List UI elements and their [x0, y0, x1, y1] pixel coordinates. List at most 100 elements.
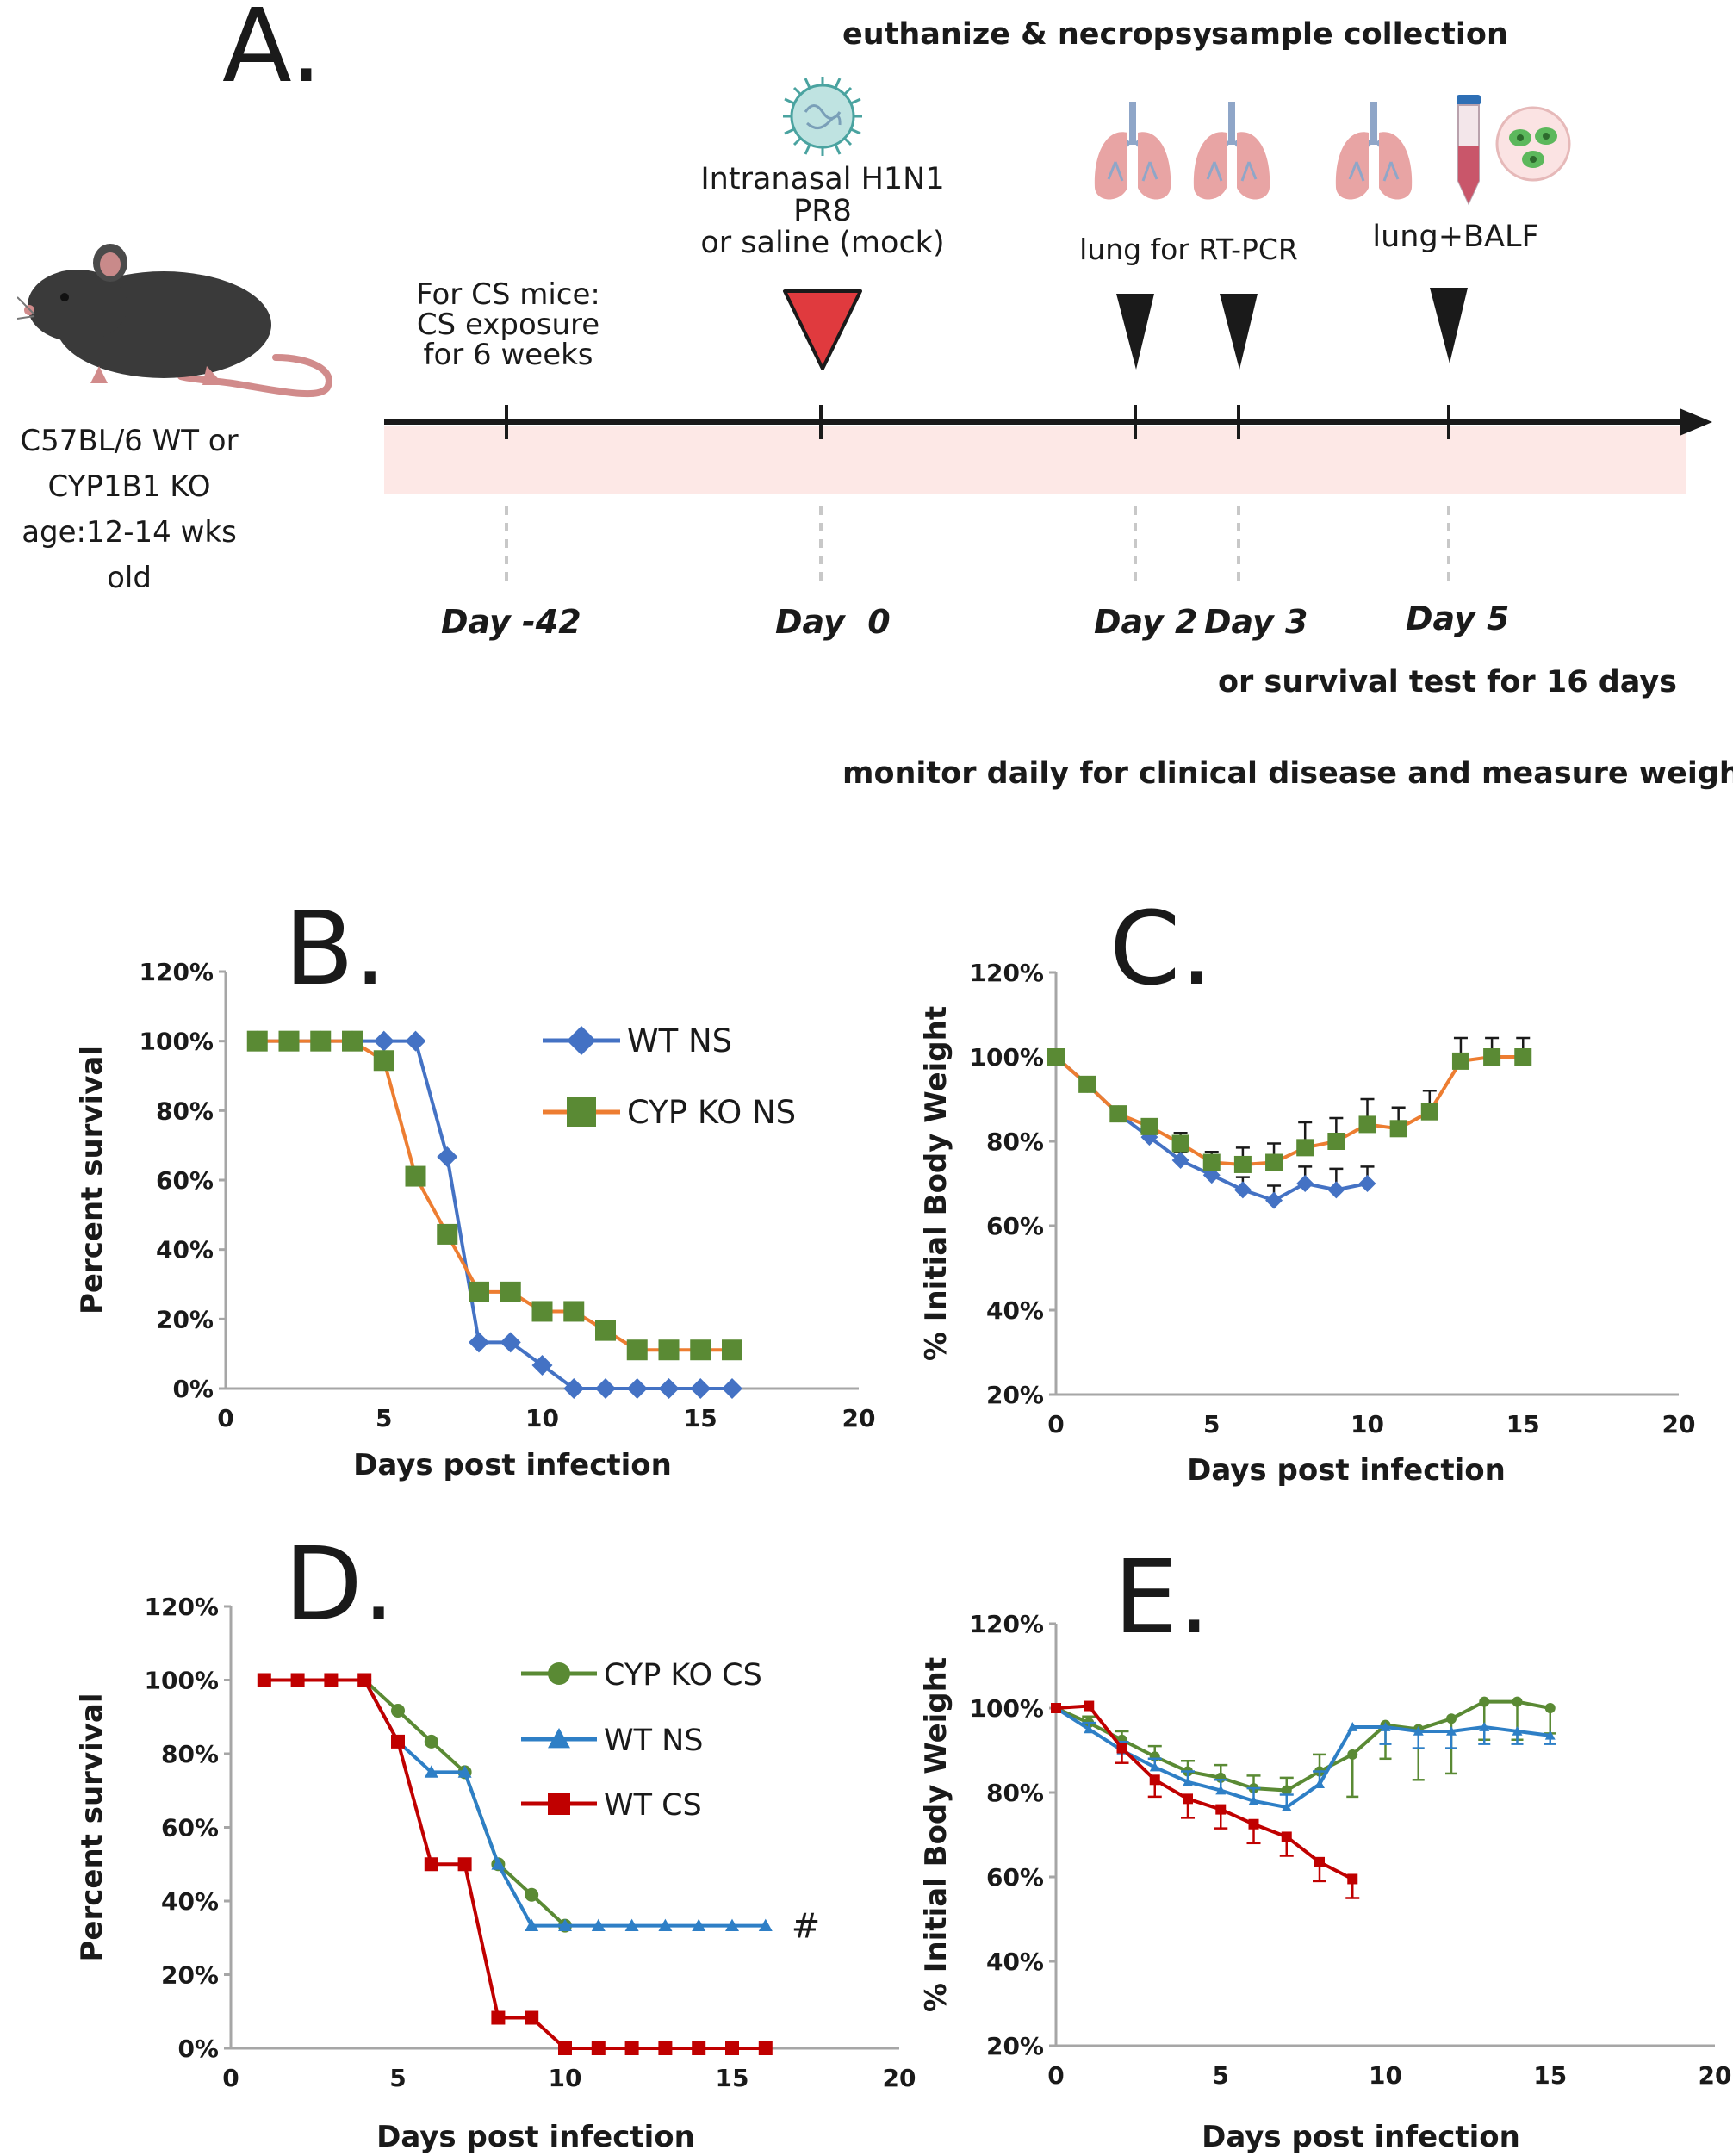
mouse-icon	[17, 244, 332, 398]
day-label-2: Day 2	[1094, 603, 1198, 641]
chart-d-y-tick-label: 20%	[161, 1961, 219, 1990]
chart-e-point-wt-ns	[1281, 1802, 1292, 1811]
euthanize-header: euthanize & necropsy	[842, 17, 1213, 52]
chart-b-legend-item: WT NS	[543, 1022, 732, 1059]
chart-d-y-tick-label: 0%	[177, 2035, 219, 2063]
chart-e-point-wt-cs	[1084, 1700, 1095, 1712]
chart-b-point-cyp-ko-ns	[278, 1030, 300, 1052]
lung-balf-label: lung+BALF	[1372, 220, 1539, 254]
cs-note: For CS mice: CS exposure for 6 weeks	[405, 280, 612, 370]
chart-d-legend-marker	[548, 1793, 570, 1815]
chart-b-point-cyp-ko-ns	[437, 1223, 458, 1245]
chart-d-point-wt-cs	[457, 1857, 472, 1872]
chart-d-y-tick-label: 40%	[161, 1887, 219, 1916]
chart-c-x-axis-title: Days post infection	[1187, 1453, 1506, 1488]
day-label-5: Day 5	[1406, 600, 1510, 637]
chart-c-x-tick-label: 20	[1662, 1410, 1696, 1438]
infection-note-line3: or saline (mock)	[700, 226, 945, 260]
chart-c-point-cyp-ko-ns	[1483, 1048, 1501, 1066]
chart-b-y-tick-label: 0%	[172, 1375, 214, 1403]
chart-e-x-tick-label: 5	[1213, 2061, 1229, 2090]
chart-b-point-wt-ns	[690, 1378, 711, 1399]
chart-e-y-tick-label: 80%	[986, 1779, 1044, 1807]
virus-icon	[783, 77, 862, 156]
chart-d-significance-mark: #	[792, 1907, 821, 1947]
mouse-caption-line1: C57BL/6 WT or	[20, 424, 239, 458]
chart-b-legend-item: CYP KO NS	[543, 1094, 796, 1131]
tube-icon	[1457, 95, 1481, 206]
chart-d-point-wt-cs	[725, 2041, 739, 2055]
chart-c-x-tick-label: 5	[1203, 1410, 1220, 1438]
chart-e-point-wt-ns	[1512, 1725, 1523, 1736]
chart-b-y-tick-label: 60%	[156, 1166, 214, 1195]
chart-d-legend-marker	[548, 1728, 570, 1749]
chart-c-y-tick-label: 120%	[969, 959, 1044, 987]
chart-d-point-wt-ns	[725, 1918, 739, 1932]
chart-b-point-wt-ns	[405, 1030, 426, 1052]
chart-d-x-tick-label: 0	[222, 2064, 239, 2092]
chart-e-x-tick-label: 0	[1047, 2061, 1064, 2090]
chart-d-legend-item: CYP KO CS	[521, 1658, 762, 1693]
chart-e-point-cyp-ko-cs	[1479, 1696, 1490, 1707]
infection-note-line2: PR8	[793, 194, 852, 228]
chart-d-point-wt-cs	[290, 1673, 305, 1687]
chart-b-x-tick-label: 0	[217, 1404, 233, 1432]
chart-d-point-wt-ns	[491, 1857, 506, 1870]
chart-e-point-cyp-ko-cs	[1512, 1696, 1523, 1707]
lungs-icon	[1193, 102, 1270, 200]
chart-b-point-wt-ns	[563, 1378, 585, 1399]
chart-e-y-tick-label: 120%	[969, 1610, 1044, 1638]
chart-d-point-wt-ns	[692, 1918, 706, 1932]
chart-c-point-wt-ns	[1233, 1181, 1252, 1199]
chart-b-legend-marker	[567, 1097, 596, 1127]
chart-e-point-wt-ns	[1413, 1725, 1424, 1736]
chart-d-x-axis-title: Days post infection	[376, 2120, 695, 2154]
chart-b-point-wt-ns	[595, 1378, 616, 1399]
day-label-0: Day 0	[775, 603, 891, 641]
timeline	[384, 405, 1712, 587]
survival-note: or survival test for 16 days	[1218, 665, 1677, 699]
chart-d-legend-label: CYP KO CS	[604, 1658, 762, 1693]
chart-c-point-cyp-ko-ns	[1265, 1153, 1283, 1171]
chart-b-point-cyp-ko-ns	[373, 1050, 394, 1072]
chart-d-legend-item: WT CS	[521, 1788, 702, 1823]
chart-e-point-cyp-ko-cs	[1281, 1785, 1292, 1796]
chart-d-series-wt-ns	[357, 1673, 773, 1932]
chart-d-point-wt-ns	[591, 1918, 606, 1932]
lungs-icon	[1094, 102, 1171, 200]
cs-note-line1: For CS mice:	[416, 277, 600, 312]
chart-e-point-wt-cs	[1281, 1831, 1292, 1842]
cs-note-line3: for 6 weeks	[423, 338, 593, 372]
chart-e-point-wt-cs	[1314, 1856, 1325, 1867]
panel-a-letter: A.	[222, 0, 323, 105]
chart-c-point-cyp-ko-ns	[1514, 1048, 1532, 1066]
chart-c-y-tick-label: 100%	[969, 1043, 1044, 1072]
chart-d-point-wt-cs	[692, 2041, 706, 2055]
chart-d-point-wt-cs	[491, 2010, 506, 2025]
chart-e-point-wt-ns	[1248, 1795, 1259, 1805]
chart-e-point-wt-cs	[1116, 1743, 1127, 1754]
chart-d-point-wt-cs	[591, 2041, 606, 2055]
chart-e-point-wt-ns	[1479, 1722, 1490, 1731]
lung-rtpcr-label: lung for RT-PCR	[1079, 233, 1298, 266]
infection-marker	[783, 289, 862, 370]
chart-b-point-cyp-ko-ns	[246, 1030, 268, 1052]
chart-e-y-tick-label: 20%	[986, 2032, 1044, 2060]
chart-d-point-wt-cs	[324, 1673, 339, 1687]
chart-d-x-tick-label: 10	[549, 2064, 582, 2092]
chart-e-y-tick-label: 100%	[969, 1694, 1044, 1723]
chart-d-point-wt-cs	[658, 2041, 673, 2055]
chart-b-point-cyp-ko-ns	[563, 1301, 585, 1322]
chart-d-point-wt-cs	[391, 1734, 405, 1749]
chart-b-point-cyp-ko-ns	[690, 1339, 711, 1361]
panel-d-letter: D.	[284, 1525, 395, 1643]
chart-d-point-cyp-ko-cs	[424, 1734, 438, 1749]
chart-c-point-cyp-ko-ns	[1327, 1133, 1345, 1150]
chart-d-point-cyp-ko-cs	[525, 1887, 539, 1902]
chart-e-point-wt-ns	[1149, 1761, 1160, 1772]
chart-e-point-wt-cs	[1347, 1873, 1358, 1885]
chart-c-x-tick-label: 15	[1506, 1410, 1540, 1438]
chart-c-y-tick-label: 40%	[986, 1296, 1044, 1325]
